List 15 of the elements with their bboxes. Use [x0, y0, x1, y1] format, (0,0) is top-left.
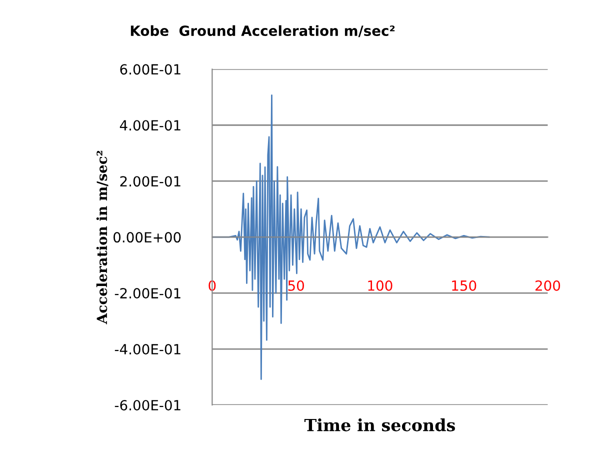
x-tick-label: 200 [535, 280, 560, 291]
x-tick-label: 0 [208, 280, 216, 291]
y-tick-label: -6.00E-01 [114, 400, 180, 410]
y-axis-title: Acceleration in m/sec² [96, 150, 108, 324]
x-tick-label: 100 [368, 280, 392, 291]
x-tick-label: 50 [288, 280, 304, 291]
y-tick-label: 0.00E+00 [114, 232, 181, 243]
y-tick-label: -4.00E-01 [114, 344, 180, 354]
y-tick-label: 2.00E-01 [120, 176, 180, 187]
x-tick-label: 150 [452, 280, 476, 291]
x-axis-title: Time in seconds [304, 418, 455, 432]
y-tick-label: 6.00E-01 [120, 64, 180, 75]
chart-title: Kobe Ground Acceleration m/sec² [130, 25, 395, 38]
y-tick-label: 4.00E-01 [120, 120, 180, 131]
y-tick-label: -2.00E-01 [114, 288, 180, 299]
